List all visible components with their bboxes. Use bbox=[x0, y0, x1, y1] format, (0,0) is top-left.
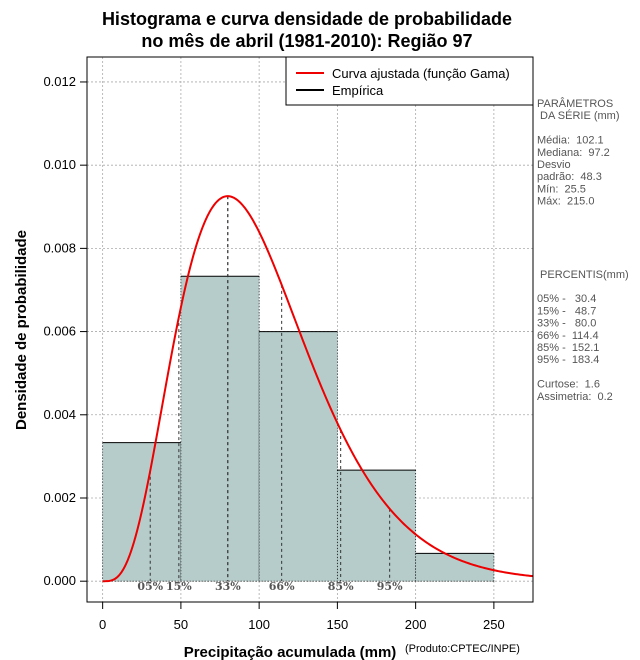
side-panel-line-4: Mediana: 97.2 bbox=[537, 147, 610, 159]
legend-box bbox=[285, 56, 534, 106]
y-tick-label-2: 0.004 bbox=[43, 407, 76, 422]
side-panel-line-1: DA SÉRIE (mm) bbox=[537, 109, 620, 122]
series-parameters-panel: PARÂMETROS DA SÉRIE (mm) Média: 102.1Medi… bbox=[537, 97, 629, 403]
side-panel-line-19: 66% - 114.4 bbox=[537, 330, 599, 342]
side-panel-line-6: padrão: 48.3 bbox=[537, 171, 602, 183]
side-panel-line-18: 33% - 80.0 bbox=[537, 318, 596, 330]
side-panel-line-0: PARÂMETROS bbox=[537, 97, 613, 110]
x-tick-label-250: 250 bbox=[483, 617, 505, 632]
x-tick-label-200: 200 bbox=[405, 617, 427, 632]
side-panel-line-21: 95% - 183.4 bbox=[537, 354, 599, 366]
y-axis-label: Densidade de probabilidade bbox=[13, 230, 30, 430]
side-panel-line-5: Desvio bbox=[537, 159, 571, 171]
histogram-bar-1 bbox=[180, 276, 260, 582]
y-tick-label-4: 0.008 bbox=[43, 240, 76, 255]
legend-label-empirical: Empírica bbox=[332, 83, 384, 98]
side-panel-line-24: Assimetria: 0.2 bbox=[537, 391, 613, 403]
side-panel-line-20: 85% - 152.1 bbox=[537, 342, 599, 354]
percentile-label-5: 95% bbox=[377, 580, 403, 593]
side-panel-line-8: Máx: 215.0 bbox=[537, 196, 594, 208]
density-curve bbox=[102, 195, 534, 583]
x-tick-label-100: 100 bbox=[248, 617, 270, 632]
side-panel-line-16: 05% - 30.4 bbox=[537, 293, 596, 305]
x-tick-label-0: 0 bbox=[99, 617, 106, 632]
product-credit: (Produto:CPTEC/INPE) bbox=[405, 643, 520, 655]
side-panel-line-3: Média: 102.1 bbox=[537, 135, 604, 147]
y-tick-label-3: 0.006 bbox=[43, 324, 76, 339]
side-panel-line-17: 15% - 48.7 bbox=[537, 305, 596, 317]
x-axis-ticks: 0 50 100 150 200 250 bbox=[99, 602, 505, 632]
histogram-bar-3 bbox=[337, 470, 416, 582]
histogram-bar-2 bbox=[259, 331, 338, 582]
chart-title-line-2: no mês de abril (1981-2010): Região 97 bbox=[141, 31, 472, 51]
percentile-label-0: 05% bbox=[137, 580, 163, 593]
y-tick-label-0: 0.000 bbox=[43, 573, 76, 588]
legend: Curva ajustada (função Gama) Empírica bbox=[285, 56, 534, 106]
percentile-markers: 05% 15% 33% 66% 85% 95% bbox=[137, 196, 403, 593]
percentile-label-4: 85% bbox=[328, 580, 354, 593]
x-axis-label: Precipitação acumulada (mm) bbox=[184, 644, 397, 660]
percentile-label-2: 33% bbox=[215, 580, 241, 593]
density-curve-group bbox=[102, 195, 534, 583]
percentile-label-3: 66% bbox=[269, 580, 295, 593]
y-axis-ticks: 0.000 0.002 0.004 0.006 0.008 0.010 0.012 bbox=[43, 74, 87, 588]
chart-title-line-1: Histograma e curva densidade de probabil… bbox=[102, 9, 512, 29]
legend-label-curve: Curva ajustada (função Gama) bbox=[332, 66, 510, 81]
y-tick-label-5: 0.010 bbox=[43, 157, 76, 172]
side-panel-line-7: Mín: 25.5 bbox=[537, 183, 586, 195]
side-panel-line-23: Curtose: 1.6 bbox=[537, 379, 600, 391]
percentile-label-1: 15% bbox=[166, 580, 192, 593]
x-tick-label-50: 50 bbox=[174, 617, 188, 632]
x-tick-label-150: 150 bbox=[327, 617, 349, 632]
y-tick-label-1: 0.002 bbox=[43, 490, 76, 505]
side-panel-line-14: PERCENTIS(mm) bbox=[537, 269, 629, 281]
histogram-bars bbox=[102, 275, 495, 582]
y-tick-label-6: 0.012 bbox=[43, 74, 76, 89]
